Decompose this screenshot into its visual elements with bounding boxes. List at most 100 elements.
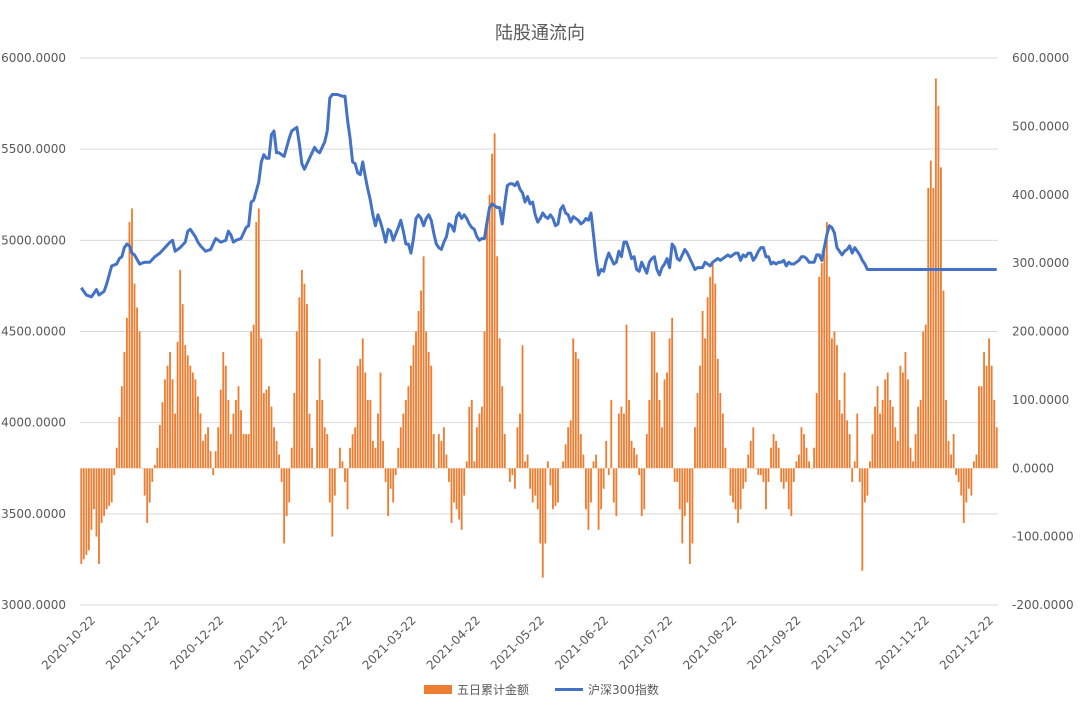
bar bbox=[927, 187, 930, 469]
bar bbox=[574, 352, 577, 469]
bar bbox=[100, 468, 103, 523]
bar bbox=[851, 468, 854, 482]
bar bbox=[940, 167, 942, 469]
legend-bar-swatch bbox=[424, 685, 452, 694]
bar bbox=[709, 276, 712, 469]
bar bbox=[691, 468, 694, 544]
bar bbox=[120, 386, 123, 469]
bar bbox=[141, 468, 144, 469]
bar bbox=[371, 440, 374, 469]
bar bbox=[126, 317, 128, 469]
y-right-tick-label: 200.0000 bbox=[1012, 325, 1069, 339]
bar bbox=[787, 468, 790, 510]
bar bbox=[394, 468, 397, 476]
bar bbox=[780, 468, 783, 482]
bar bbox=[483, 331, 486, 469]
bar bbox=[881, 399, 884, 469]
bar bbox=[714, 283, 717, 469]
bar bbox=[744, 468, 747, 482]
bar bbox=[901, 372, 904, 469]
bar bbox=[539, 468, 542, 544]
bar bbox=[460, 468, 463, 530]
bar bbox=[681, 468, 684, 544]
bar bbox=[734, 468, 737, 510]
bar bbox=[531, 468, 534, 503]
y-right-tick-label: 100.0000 bbox=[1012, 393, 1069, 407]
bar bbox=[136, 307, 138, 469]
bar bbox=[661, 427, 663, 469]
bar bbox=[496, 256, 499, 469]
bar bbox=[529, 468, 532, 489]
bar bbox=[242, 434, 245, 469]
bar bbox=[202, 440, 204, 469]
bar bbox=[922, 331, 925, 469]
legend-bar-label: 五日累计金额 bbox=[457, 682, 529, 697]
bar bbox=[397, 447, 400, 469]
bar bbox=[932, 187, 935, 469]
bar bbox=[260, 338, 263, 469]
bar bbox=[410, 365, 412, 469]
bar bbox=[983, 352, 985, 469]
bar bbox=[686, 468, 689, 503]
bar bbox=[701, 310, 704, 469]
bar bbox=[184, 345, 187, 469]
bar bbox=[985, 365, 988, 469]
bar bbox=[361, 338, 364, 469]
bar bbox=[346, 468, 349, 510]
bar bbox=[803, 434, 805, 469]
bar bbox=[541, 468, 544, 578]
bar bbox=[552, 468, 554, 510]
bar bbox=[886, 372, 889, 469]
bar bbox=[113, 468, 116, 476]
bar bbox=[792, 468, 795, 482]
bar bbox=[179, 269, 182, 469]
bar bbox=[123, 352, 126, 469]
bar bbox=[435, 468, 438, 469]
bar bbox=[879, 413, 881, 469]
bar bbox=[668, 338, 671, 469]
bar bbox=[876, 386, 879, 469]
bar bbox=[458, 468, 461, 520]
bar bbox=[169, 352, 171, 469]
bar bbox=[866, 468, 869, 496]
y-right-tick-label: 400.0000 bbox=[1012, 188, 1069, 202]
bar bbox=[306, 304, 308, 469]
y-left-tick-label: 3500.0000 bbox=[1, 507, 66, 521]
bar bbox=[765, 468, 767, 510]
bar bbox=[498, 338, 501, 469]
bar bbox=[351, 434, 354, 469]
bar bbox=[562, 461, 565, 469]
bar bbox=[559, 468, 562, 469]
bar bbox=[212, 468, 215, 476]
bar bbox=[377, 413, 379, 469]
bar bbox=[653, 331, 656, 469]
bar bbox=[777, 447, 780, 469]
bar bbox=[625, 324, 628, 469]
bar bbox=[782, 468, 785, 489]
bar bbox=[176, 341, 179, 469]
bar bbox=[404, 399, 407, 469]
bar bbox=[716, 358, 719, 469]
bar bbox=[427, 352, 430, 469]
bar bbox=[884, 379, 887, 469]
bar bbox=[843, 372, 846, 469]
bar bbox=[742, 468, 745, 489]
bar bbox=[597, 468, 600, 530]
bar bbox=[374, 447, 377, 469]
bar bbox=[283, 468, 286, 544]
bar bbox=[437, 434, 440, 469]
bar bbox=[917, 406, 920, 469]
bar bbox=[268, 386, 270, 469]
bar bbox=[237, 386, 240, 469]
y-left-tick-label: 5500.0000 bbox=[1, 142, 66, 156]
bar bbox=[133, 283, 136, 469]
bar bbox=[823, 249, 826, 469]
bar bbox=[323, 427, 326, 469]
bar bbox=[506, 468, 509, 469]
bar bbox=[945, 399, 947, 469]
bar bbox=[724, 447, 727, 469]
bar bbox=[90, 468, 93, 530]
bar bbox=[197, 396, 199, 469]
bar bbox=[240, 410, 242, 469]
bar bbox=[623, 413, 625, 469]
